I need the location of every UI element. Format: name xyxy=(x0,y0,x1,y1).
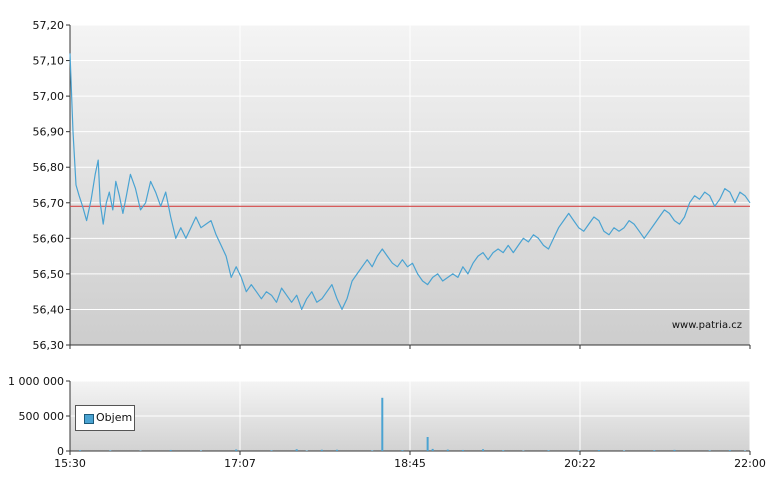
volume-bar xyxy=(109,450,111,451)
legend-label: Objem xyxy=(96,411,132,424)
volume-y-tick-label: 500 000 xyxy=(19,410,65,423)
annotation-label: www.patria.cz xyxy=(672,320,742,331)
volume-bar xyxy=(462,450,464,451)
volume-bar xyxy=(200,450,202,451)
volume-bar xyxy=(729,450,731,451)
price-y-tick-label: 56,70 xyxy=(33,197,65,210)
volume-bar xyxy=(598,450,600,451)
volume-bar xyxy=(548,450,550,451)
price-y-tick-label: 56,60 xyxy=(33,232,65,245)
price-y-tick-label: 56,90 xyxy=(33,126,65,139)
price-y-tick-label: 56,50 xyxy=(33,268,65,281)
x-tick-label: 17:07 xyxy=(224,457,256,470)
volume-bar xyxy=(235,449,237,451)
x-tick-label: 15:30 xyxy=(54,457,86,470)
volume-bar xyxy=(270,450,272,451)
volume-bar xyxy=(623,450,625,451)
price-y-tick-label: 57,10 xyxy=(33,55,65,68)
legend-box: Objem xyxy=(75,405,135,431)
volume-bar xyxy=(673,450,675,451)
volume-bar xyxy=(296,449,298,451)
price-y-tick-label: 56,40 xyxy=(33,303,65,316)
volume-bar xyxy=(709,450,711,451)
legend-swatch xyxy=(84,414,94,424)
volume-bar xyxy=(427,437,429,451)
volume-bar xyxy=(482,449,484,451)
volume-bar xyxy=(502,450,504,451)
volume-bar xyxy=(79,450,81,451)
volume-bar xyxy=(336,450,338,451)
volume-bar xyxy=(432,449,434,451)
volume-bar xyxy=(381,398,383,451)
volume-bar xyxy=(321,450,323,451)
volume-bar xyxy=(447,450,449,451)
volume-bar xyxy=(653,450,655,451)
volume-y-tick-label: 1 000 000 xyxy=(8,375,64,388)
price-y-tick-label: 57,00 xyxy=(33,90,65,103)
x-tick-label: 18:45 xyxy=(394,457,426,470)
volume-bar xyxy=(401,450,403,451)
volume-bar xyxy=(170,450,172,451)
price-y-tick-label: 57,20 xyxy=(33,19,65,32)
price-y-tick-label: 56,80 xyxy=(33,161,65,174)
x-tick-label: 22:00 xyxy=(734,457,766,470)
price-y-tick-label: 56,30 xyxy=(33,339,65,352)
x-tick-label: 20:22 xyxy=(564,457,596,470)
volume-bar xyxy=(371,450,373,451)
volume-bar xyxy=(578,450,580,451)
